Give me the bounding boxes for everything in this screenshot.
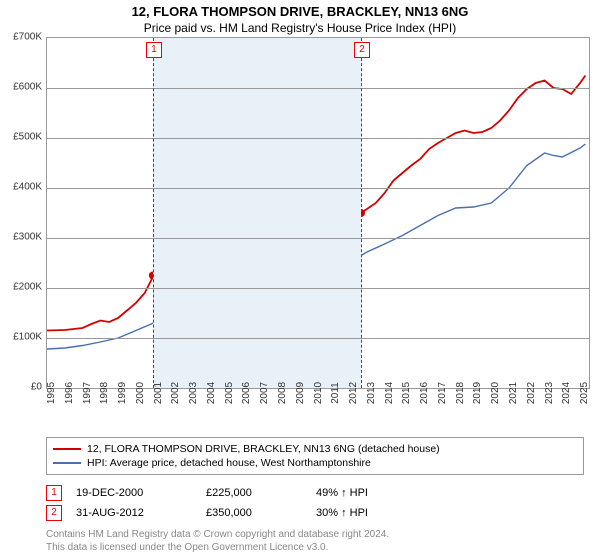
y-tick-label: £0 [0, 382, 42, 393]
x-tick-label: 1996 [64, 382, 75, 404]
legend: 12, FLORA THOMPSON DRIVE, BRACKLEY, NN13… [46, 437, 584, 475]
legend-swatch [53, 448, 81, 450]
txn-price: £225,000 [206, 487, 316, 499]
plot-area: 12 [46, 37, 590, 389]
x-tick-label: 1997 [82, 382, 93, 404]
txn-date: 31-AUG-2012 [76, 507, 206, 519]
y-tick-label: £500K [0, 132, 42, 143]
x-tick-label: 2008 [277, 382, 288, 404]
x-tick-label: 2016 [419, 382, 430, 404]
x-tick-label: 2001 [153, 382, 164, 404]
x-tick-label: 2017 [437, 382, 448, 404]
y-tick-label: £400K [0, 182, 42, 193]
marker-callout: 2 [354, 42, 370, 58]
transactions-table: 1 19-DEC-2000 £225,000 49% ↑ HPI 2 31-AU… [46, 483, 584, 523]
x-tick-label: 2011 [330, 382, 341, 404]
x-tick-label: 2015 [401, 382, 412, 404]
x-tick-label: 2000 [135, 382, 146, 404]
x-tick-label: 2023 [544, 382, 555, 404]
chart-figure: 12, FLORA THOMPSON DRIVE, BRACKLEY, NN13… [0, 0, 600, 560]
x-tick-label: 2009 [295, 382, 306, 404]
x-tick-label: 2006 [241, 382, 252, 404]
footer-line: Contains HM Land Registry data © Crown c… [46, 529, 584, 542]
marker-callout: 1 [146, 42, 162, 58]
x-axis-ticks: 1995199619971998199920002001200220032004… [46, 389, 590, 435]
x-tick-label: 2022 [526, 382, 537, 404]
x-tick-label: 2021 [508, 382, 519, 404]
marker-icon: 2 [46, 505, 62, 521]
legend-swatch [53, 462, 81, 464]
x-tick-label: 2014 [384, 382, 395, 404]
x-tick-label: 2025 [579, 382, 590, 404]
footer-attribution: Contains HM Land Registry data © Crown c… [46, 529, 584, 554]
x-tick-label: 2004 [206, 382, 217, 404]
legend-label: 12, FLORA THOMPSON DRIVE, BRACKLEY, NN13… [87, 443, 440, 455]
x-tick-label: 2018 [455, 382, 466, 404]
chart-title: 12, FLORA THOMPSON DRIVE, BRACKLEY, NN13… [0, 0, 600, 19]
x-tick-label: 2019 [472, 382, 483, 404]
legend-item: 12, FLORA THOMPSON DRIVE, BRACKLEY, NN13… [53, 442, 577, 456]
x-tick-label: 2010 [313, 382, 324, 404]
legend-and-table: 12, FLORA THOMPSON DRIVE, BRACKLEY, NN13… [46, 437, 584, 554]
y-tick-label: £700K [0, 32, 42, 43]
txn-price: £350,000 [206, 507, 316, 519]
legend-label: HPI: Average price, detached house, West… [87, 457, 371, 469]
footer-line: This data is licensed under the Open Gov… [46, 542, 584, 555]
x-tick-label: 2020 [490, 382, 501, 404]
x-tick-label: 2024 [561, 382, 572, 404]
x-tick-label: 1998 [99, 382, 110, 404]
y-tick-label: £100K [0, 332, 42, 343]
txn-hpi: 49% ↑ HPI [316, 487, 584, 499]
txn-hpi: 30% ↑ HPI [316, 507, 584, 519]
y-tick-label: £200K [0, 282, 42, 293]
table-row: 1 19-DEC-2000 £225,000 49% ↑ HPI [46, 483, 584, 503]
x-tick-label: 1999 [117, 382, 128, 404]
y-tick-label: £600K [0, 82, 42, 93]
txn-date: 19-DEC-2000 [76, 487, 206, 499]
marker-icon: 1 [46, 485, 62, 501]
x-tick-label: 2005 [224, 382, 235, 404]
chart-subtitle: Price paid vs. HM Land Registry's House … [0, 19, 600, 37]
x-tick-label: 2007 [259, 382, 270, 404]
legend-item: HPI: Average price, detached house, West… [53, 456, 577, 470]
x-tick-label: 2012 [348, 382, 359, 404]
x-tick-label: 2013 [366, 382, 377, 404]
shaded-span [153, 38, 361, 388]
y-tick-label: £300K [0, 232, 42, 243]
x-tick-label: 2003 [188, 382, 199, 404]
x-tick-label: 2002 [170, 382, 181, 404]
x-tick-label: 1995 [46, 382, 57, 404]
table-row: 2 31-AUG-2012 £350,000 30% ↑ HPI [46, 503, 584, 523]
